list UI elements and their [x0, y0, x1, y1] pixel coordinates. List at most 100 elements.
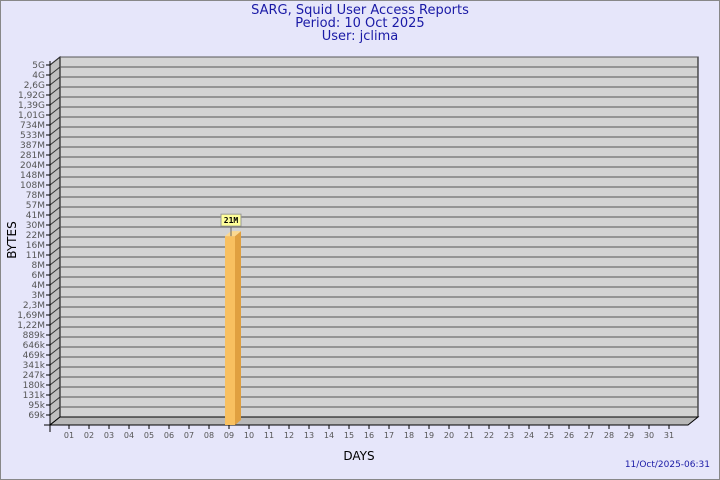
y-tick-label: 889k [23, 331, 46, 341]
y-tick-label: 341k [23, 361, 46, 371]
data-label-box [220, 213, 242, 227]
gridline-depth [49, 316, 61, 326]
x-tick-label: 26 [564, 431, 574, 440]
y-tick-label: 2,3M [23, 301, 45, 311]
gridline-depth [49, 266, 61, 276]
gridline-depth [49, 216, 61, 226]
gridline-depth [49, 206, 61, 216]
y-tick-label: 57M [26, 201, 45, 211]
gridline-depth [49, 336, 61, 346]
x-tick-label: 19 [424, 431, 434, 440]
x-tick-label: 23 [504, 431, 514, 440]
x-tick-label: 25 [544, 431, 554, 440]
x-tick-label: 10 [244, 431, 254, 440]
y-tick-label: 180k [23, 381, 46, 391]
plot-floor [48, 416, 700, 426]
gridline-depth [49, 66, 61, 76]
x-tick-label: 11 [264, 431, 274, 440]
y-tick-label: 6M [32, 271, 46, 281]
gridline-depth [49, 306, 61, 316]
y-tick-label: 1,22M [17, 321, 45, 331]
gridline-depth [49, 396, 61, 406]
gridline-depth [49, 236, 61, 246]
y-tick-label: 30M [26, 221, 45, 231]
x-tick-label: 21 [464, 431, 474, 440]
y-tick-label: 533M [20, 131, 45, 141]
x-tick-label: 07 [184, 431, 194, 440]
y-tick-label: 148M [20, 171, 45, 181]
gridline-depth [49, 256, 61, 266]
y-tick-label: 78M [26, 191, 45, 201]
x-tick-label: 03 [104, 431, 114, 440]
gridline-depth [49, 376, 61, 386]
y-tick-label: 4M [32, 281, 46, 291]
gridline-depth [49, 156, 61, 166]
y-tick-label: 11M [26, 251, 45, 261]
x-tick-label: 08 [204, 431, 214, 440]
y-tick-label: 734M [20, 121, 45, 131]
y-tick-label: 108M [20, 181, 45, 191]
x-tick-label: 31 [664, 431, 674, 440]
gridline-depth [49, 246, 61, 256]
x-tick-label: 18 [404, 431, 414, 440]
y-tick-label: 3M [32, 291, 46, 301]
x-tick-label: 09 [224, 431, 234, 440]
x-tick-label: 04 [124, 431, 134, 440]
y-tick-label: 387M [20, 141, 45, 151]
gridline-depth [49, 346, 61, 356]
gridline-depth [49, 296, 61, 306]
data-label: 21M [224, 216, 239, 225]
gridline-depth [49, 176, 61, 186]
x-tick-label: 30 [644, 431, 654, 440]
x-tick-label: 05 [144, 431, 154, 440]
chart-period: Period: 10 Oct 2025 [295, 16, 425, 31]
gridline-depth [49, 406, 61, 416]
x-tick-label: 29 [624, 431, 634, 440]
x-tick-label: 17 [384, 431, 394, 440]
x-tick-label: 13 [304, 431, 314, 440]
x-tick-label: 16 [364, 431, 374, 440]
gridline-depth [49, 286, 61, 296]
gridline-depth [49, 126, 61, 136]
y-tick-label: 281M [20, 151, 45, 161]
gridline-depth [49, 356, 61, 366]
gridline-depth [49, 76, 61, 86]
gridline-depth [49, 186, 61, 196]
x-tick-label: 02 [84, 431, 94, 440]
y-tick-label: 5G [32, 61, 45, 71]
y-tick-label: 95k [28, 401, 45, 411]
y-tick-label: 1,92G [18, 91, 45, 101]
x-tick-label: 28 [604, 431, 614, 440]
y-tick-label: 1,39G [18, 101, 45, 111]
bar-top [225, 231, 241, 237]
bar [225, 236, 235, 425]
y-tick-label: 2,6G [24, 81, 45, 91]
y-tick-label: 16M [26, 241, 45, 251]
x-axis-label: DAYS [343, 449, 374, 463]
x-tick-label: 27 [584, 431, 594, 440]
gridline-depth [49, 276, 61, 286]
y-tick-label: 1,69M [17, 311, 45, 321]
gridline-depth [49, 196, 61, 206]
x-tick-label: 22 [484, 431, 494, 440]
gridline-depth [49, 96, 61, 106]
bar-side [235, 231, 241, 425]
gridline-depth [49, 386, 61, 396]
gridline-depth [49, 226, 61, 236]
y-tick-label: 1,01G [18, 111, 45, 121]
y-axis-label: BYTES [5, 221, 19, 258]
y-tick-label: 646k [23, 341, 46, 351]
chart-user: User: jclima [321, 29, 399, 44]
y-tick-label: 131k [23, 391, 46, 401]
y-tick-label: 204M [20, 161, 45, 171]
x-tick-label: 06 [164, 431, 174, 440]
x-tick-label: 14 [324, 431, 334, 440]
gridline-depth [49, 106, 61, 116]
gridline-depth [49, 146, 61, 156]
y-tick-label: 247k [23, 371, 46, 381]
gridline-depth [49, 366, 61, 376]
gridline-depth [49, 136, 61, 146]
y-tick-label: 469k [23, 351, 46, 361]
y-tick-label: 22M [26, 231, 45, 241]
